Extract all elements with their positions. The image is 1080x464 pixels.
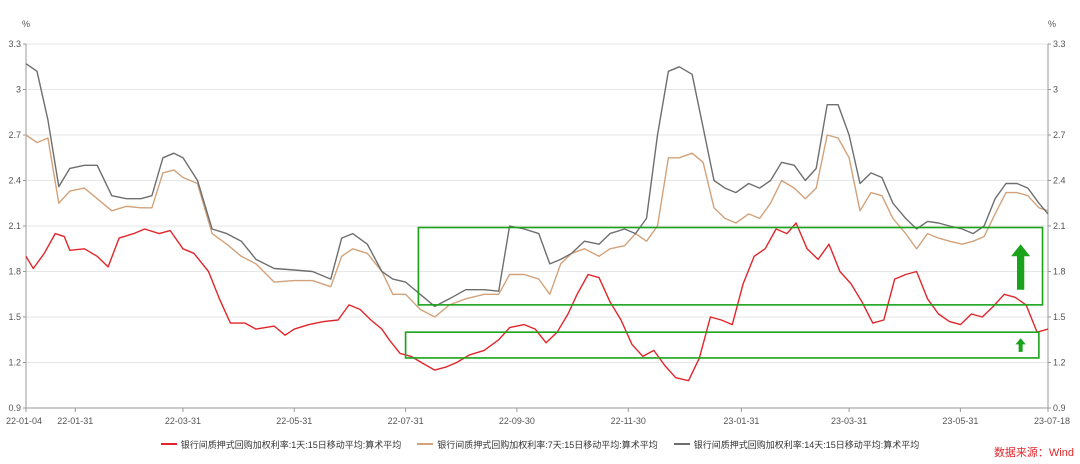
y-tick-label-right: 3	[1053, 85, 1058, 95]
y-tick-label-right: 3.3	[1053, 39, 1066, 49]
y-tick-label-right: 0.9	[1053, 403, 1066, 413]
x-tick-label: 22-07-31	[388, 416, 424, 426]
legend-label-14day: 银行间质押式回购加权利率:14天:15日移动平均:算术平均	[693, 439, 920, 450]
y-tick-label-left: 1.2	[8, 358, 21, 368]
legend-item-7day[interactable]: 银行间质押式回购加权利率:7天:15日移动平均:算术平均	[417, 437, 658, 451]
y-tick-label-left: 1.5	[8, 312, 21, 322]
y-unit-right: %	[1048, 19, 1056, 29]
x-tick-label: 22-01-31	[57, 416, 93, 426]
y-tick-label-left: 3	[16, 85, 21, 95]
highlight-box-0	[417, 226, 1044, 306]
y-tick-label-left: 2.1	[8, 221, 21, 231]
x-tick-label: 22-11-30	[611, 416, 646, 426]
legend-label-1day: 银行间质押式回购加权利率:1天:15日移动平均:算术平均	[180, 439, 402, 450]
x-tick-label: 23-05-31	[942, 416, 978, 426]
y-tick-label-right: 1.2	[1053, 358, 1066, 368]
y-tick-label-right: 2.7	[1053, 130, 1066, 140]
x-tick-label: 23-07-18	[1034, 416, 1070, 426]
data-source: 数据来源：Wind	[993, 447, 1074, 459]
legend-swatch-7day	[417, 443, 434, 445]
legend-label-7day: 银行间质押式回购加权利率:7天:15日移动平均:算术平均	[437, 439, 658, 450]
x-tick-label: 22-03-31	[165, 416, 201, 426]
x-tick-label: 22-01-04	[6, 416, 42, 426]
grid-lines	[26, 43, 1048, 409]
legend-item-1day[interactable]: 银行间质押式回购加权利率:1天:15日移动平均:算术平均	[160, 437, 402, 451]
y-tick-label-left: 1.8	[8, 267, 21, 277]
series-line-0	[25, 222, 1049, 382]
y-axis-left: 0.9 1.2 1.5 1.8 2.1 2.4 2.7 3 3.3	[8, 39, 26, 413]
y-tick-label-right: 1.5	[1053, 312, 1066, 322]
y-tick-label-right: 2.4	[1053, 176, 1066, 186]
y-unit-left: %	[22, 19, 30, 29]
x-tick-label: 23-01-31	[723, 416, 759, 426]
y-tick-label-left: 0.9	[8, 403, 21, 413]
legend-item-14day[interactable]: 银行间质押式回购加权利率:14天:15日移动平均:算术平均	[673, 437, 920, 451]
up-arrow-2	[1011, 244, 1031, 290]
series-lines	[25, 63, 1049, 382]
y-tick-label-left: 3.3	[8, 39, 21, 49]
y-tick-label-left: 2.7	[8, 130, 21, 140]
up-arrow-3	[1015, 338, 1026, 352]
x-axis: 22-01-04 22-01-31 22-03-31 22-05-31 22-07-31…	[6, 408, 1070, 426]
annotations	[404, 226, 1044, 359]
y-tick-label-left: 2.4	[8, 176, 21, 186]
legend: 银行间质押式回购加权利率:1天:15日移动平均:算术平均 银行间质押式回购加权利…	[0, 437, 1080, 451]
highlight-box-1	[404, 331, 1040, 359]
series-line-1	[25, 134, 1049, 318]
x-tick-label: 22-05-31	[276, 416, 312, 426]
y-tick-label-right: 2.1	[1053, 221, 1066, 231]
series-line-2	[25, 63, 1049, 308]
x-tick-label: 23-03-31	[831, 416, 867, 426]
y-tick-label-right: 1.8	[1053, 267, 1066, 277]
y-axis-right: 0.9 1.2 1.5 1.8 2.1 2.4 2.7 3 3.3	[1048, 39, 1066, 413]
legend-swatch-14day	[673, 443, 690, 445]
legend-swatch-1day	[160, 443, 177, 445]
x-tick-label: 22-09-30	[499, 416, 535, 426]
